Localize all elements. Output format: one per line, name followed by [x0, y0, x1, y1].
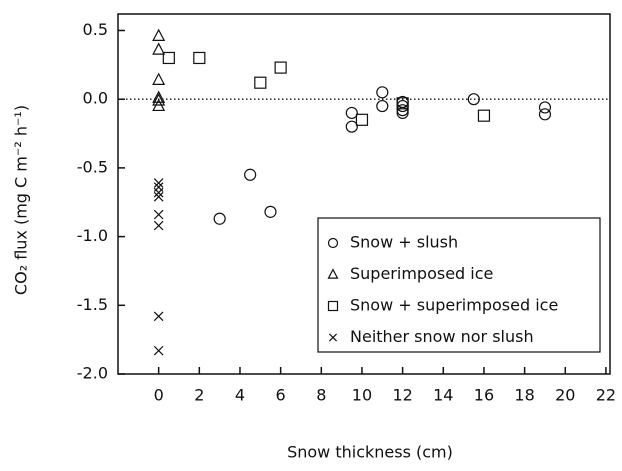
x-tick-label: 16 [474, 386, 494, 405]
point [264, 205, 277, 218]
point [538, 108, 552, 121]
legend-label: Snow + slush [350, 233, 458, 252]
x-tick-label: 2 [194, 386, 204, 405]
point [152, 90, 166, 103]
point [376, 99, 389, 113]
point [153, 220, 164, 231]
point [396, 106, 409, 120]
point [345, 106, 358, 120]
y-tick-label: 0.0 [83, 89, 108, 108]
x-tick-label: 4 [235, 386, 245, 405]
point [274, 61, 287, 74]
legend-marker [328, 333, 338, 342]
y-tick-label: -1.0 [77, 226, 108, 245]
y-tick-label: -0.5 [77, 157, 108, 176]
x-tick-label: 22 [596, 386, 616, 405]
legend-label: Neither snow nor slush [350, 327, 534, 346]
y-axis-label: CO₂ flux (mg C m⁻² h⁻¹) [12, 105, 31, 295]
point [152, 42, 166, 55]
x-tick-label: 12 [392, 386, 412, 405]
point [153, 187, 164, 198]
y-tick-label: -1.5 [77, 295, 108, 314]
point [152, 93, 166, 106]
point [254, 76, 267, 89]
x-axis-label: Snow thickness (cm) [287, 443, 453, 462]
point [538, 101, 552, 114]
point [477, 109, 491, 122]
point [153, 178, 164, 188]
x-tick-label: 20 [555, 386, 575, 405]
x-tick-label: 18 [514, 386, 534, 405]
legend-marker [327, 268, 339, 279]
point [153, 191, 164, 202]
x-tick-label: 14 [433, 386, 453, 405]
legend-label: Snow + superimposed ice [350, 296, 558, 315]
x-tick-label: 0 [154, 386, 164, 405]
plot-frame [117, 13, 611, 375]
point [244, 168, 257, 181]
legend-label: Superimposed ice [350, 264, 493, 283]
point [153, 209, 164, 220]
point [355, 113, 369, 126]
y-tick-label: -2.0 [77, 364, 108, 383]
point [213, 212, 226, 225]
legend-box [317, 217, 601, 353]
point [396, 104, 409, 117]
legend-marker [327, 237, 339, 249]
legend-marker [327, 300, 339, 312]
point [376, 86, 389, 99]
y-tick-label: 0.5 [83, 20, 108, 39]
point [153, 311, 164, 322]
point [152, 98, 166, 112]
x-tick-label: 8 [316, 386, 326, 405]
point [193, 51, 206, 65]
point [153, 345, 164, 356]
x-tick-label: 10 [352, 386, 372, 405]
point [467, 93, 480, 106]
point [162, 51, 175, 65]
point [345, 120, 358, 133]
x-tick-label: 6 [276, 386, 286, 405]
point [396, 97, 409, 110]
point [152, 72, 166, 85]
point [152, 28, 166, 41]
